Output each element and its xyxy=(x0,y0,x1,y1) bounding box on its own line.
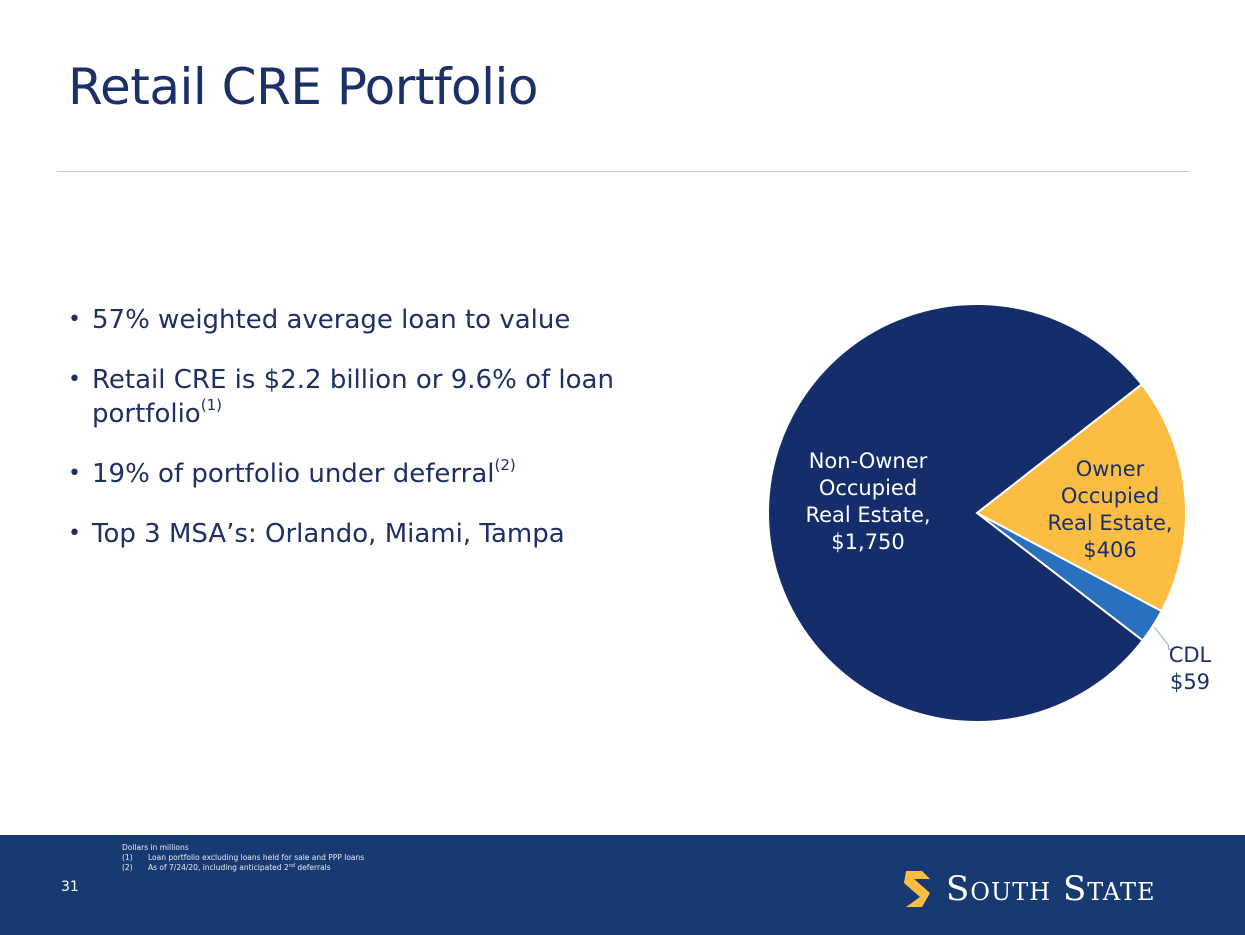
bullet-text: 19% of portfolio under deferral xyxy=(92,459,495,489)
slice-label-line: Occupied xyxy=(1061,484,1159,508)
footnote-text: As of 7/24/20, including anticipated 2 xyxy=(148,863,289,872)
bullet-text: Retail CRE is $2.2 billion or 9.6% of lo… xyxy=(92,365,614,429)
pie-slice xyxy=(767,303,1145,724)
slice-label-line: Occupied xyxy=(819,476,917,500)
footnote-text: Loan portfolio excluding loans held for … xyxy=(148,853,365,862)
footnote-text-tail: deferrals xyxy=(295,863,331,872)
bullet-item: 19% of portfolio under deferral(2) xyxy=(66,457,706,491)
footnote-heading: Dollars in millions xyxy=(122,843,189,852)
slice-label-line: $59 xyxy=(1170,670,1210,694)
logo-text: South State xyxy=(946,869,1156,909)
slice-label-line: Real Estate, xyxy=(1047,511,1172,535)
page-number: 31 xyxy=(61,879,79,895)
bullet-list: 57% weighted average loan to value Retai… xyxy=(66,303,706,577)
footnotes: Dollars in millions (1) Loan portfolio e… xyxy=(122,843,364,873)
title-divider xyxy=(57,171,1189,172)
pie-slice xyxy=(975,382,1187,613)
slice-label-line: $1,750 xyxy=(831,530,904,554)
footnote-row: (1) Loan portfolio excluding loans held … xyxy=(122,853,364,863)
footnote-row: (2) As of 7/24/20, including anticipated… xyxy=(122,863,364,873)
pie-slice xyxy=(976,512,1163,642)
footnote-ref: (1) xyxy=(200,396,222,414)
bullet-text: Top 3 MSA’s: Orlando, Miami, Tampa xyxy=(92,519,565,549)
logo-mark-icon xyxy=(904,871,930,907)
bullet-text: 57% weighted average loan to value xyxy=(92,305,571,335)
slice-label: CDL $59 xyxy=(1169,643,1212,694)
slice-label: Non-Owner Occupied Real Estate, $1,750 xyxy=(805,449,930,554)
footnote-ref: (2) xyxy=(494,456,516,474)
slice-label-line: $406 xyxy=(1083,538,1136,562)
bullet-item: 57% weighted average loan to value xyxy=(66,303,706,337)
footnote-number: (1) xyxy=(122,853,133,862)
footnote-superscript: nd xyxy=(288,863,296,869)
leader-line xyxy=(1154,626,1175,650)
footnote-number: (2) xyxy=(122,863,133,872)
company-logo: South State xyxy=(900,867,1155,911)
slice-label-line: CDL xyxy=(1169,643,1212,667)
slice-label-line: Non-Owner xyxy=(809,449,928,473)
slice-label-line: Real Estate, xyxy=(805,503,930,527)
footer-bar: 31 Dollars in millions (1) Loan portfoli… xyxy=(0,835,1245,935)
slice-label-line: Owner xyxy=(1076,457,1145,481)
bullet-item: Top 3 MSA’s: Orlando, Miami, Tampa xyxy=(66,517,706,551)
page-title: Retail CRE Portfolio xyxy=(68,58,539,116)
slice-label: Owner Occupied Real Estate, $406 xyxy=(1047,457,1172,562)
bullet-item: Retail CRE is $2.2 billion or 9.6% of lo… xyxy=(66,363,706,431)
